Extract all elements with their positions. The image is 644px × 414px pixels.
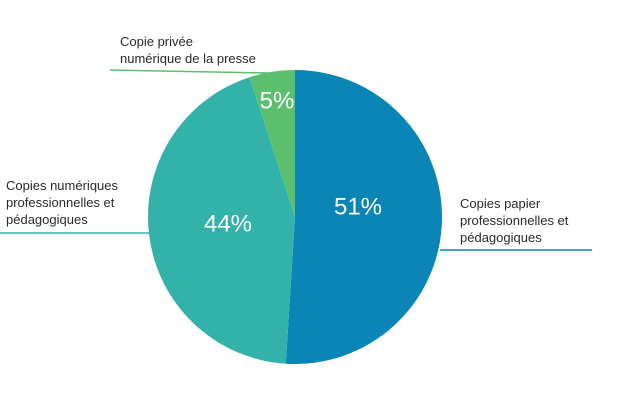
category-label: Copies numériques professionnelles et péda…: [6, 178, 119, 227]
value-label: 51%: [334, 193, 382, 220]
pie-slice: [147, 77, 295, 364]
pie-slice: [249, 70, 295, 217]
leader-line: [109, 69, 271, 74]
value-label: 44%: [204, 210, 252, 237]
category-label: Copies papier professionnelles et pédagogi…: [460, 196, 569, 245]
value-label: 5%: [260, 87, 295, 114]
category-label: Copie privée numérique de la presse: [120, 34, 256, 66]
pie-slice: [285, 70, 443, 364]
